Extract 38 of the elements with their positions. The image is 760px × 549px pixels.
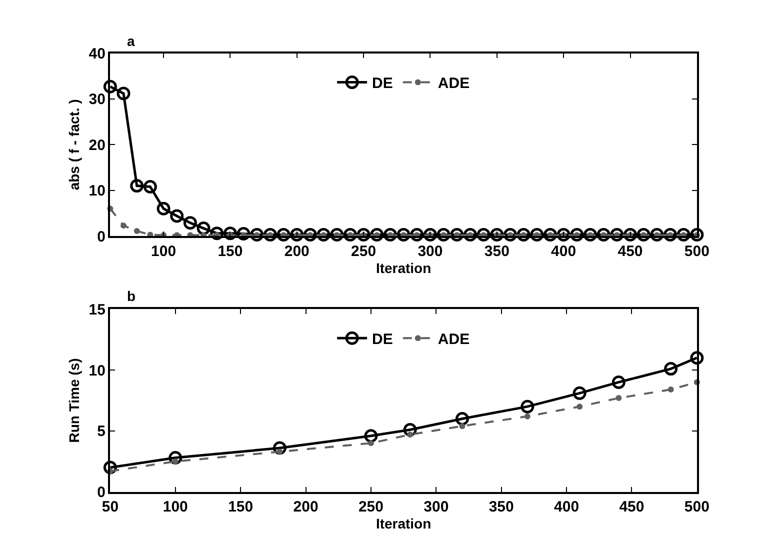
x-tick-label: 100 — [162, 498, 188, 516]
y-tick-label: 10 — [88, 182, 106, 200]
x-axis-title: Iteration — [376, 260, 432, 276]
y-tick-label: 30 — [88, 91, 106, 108]
x-tick-label: 50 — [102, 498, 119, 516]
legend-label: DE — [372, 75, 393, 92]
legend-label: ADE — [438, 330, 470, 348]
legend-label: ADE — [438, 75, 470, 92]
x-tick-label: 300 — [418, 242, 443, 260]
x-tick-label: 350 — [484, 242, 510, 260]
y-tick-label: 10 — [88, 362, 106, 380]
x-tick-label: 450 — [618, 242, 643, 260]
legend-label: DE — [372, 330, 393, 348]
y-tick-label: 40 — [88, 46, 106, 63]
x-tick-label: 450 — [619, 498, 644, 516]
y-tick-label: 0 — [97, 228, 106, 246]
y-tick-label: 20 — [88, 136, 106, 154]
x-tick-label: 250 — [358, 498, 384, 516]
y-tick-label: 5 — [97, 423, 106, 440]
x-axis-title: Iteration — [376, 516, 432, 532]
y-axis-title: abs ( f - fact. ) — [66, 99, 82, 190]
x-tick-label: 100 — [151, 242, 176, 260]
x-tick-label: 150 — [218, 242, 243, 260]
x-tick-label: 200 — [284, 242, 310, 260]
y-tick-label: 15 — [88, 301, 106, 318]
x-tick-label: 200 — [293, 498, 318, 516]
x-tick-label: 400 — [551, 242, 576, 260]
chart-title: b — [127, 288, 136, 304]
x-tick-label: 150 — [228, 498, 254, 516]
x-tick-label: 500 — [684, 242, 710, 260]
y-axis-title: Run Time (s) — [66, 358, 82, 443]
y-tick-label: 0 — [97, 484, 106, 502]
x-tick-label: 250 — [351, 242, 376, 260]
x-tick-label: 300 — [424, 498, 449, 516]
x-tick-label: 400 — [554, 498, 580, 516]
chart-title: a — [127, 33, 135, 49]
x-tick-label: 500 — [684, 498, 710, 516]
x-tick-label: 350 — [488, 498, 514, 516]
